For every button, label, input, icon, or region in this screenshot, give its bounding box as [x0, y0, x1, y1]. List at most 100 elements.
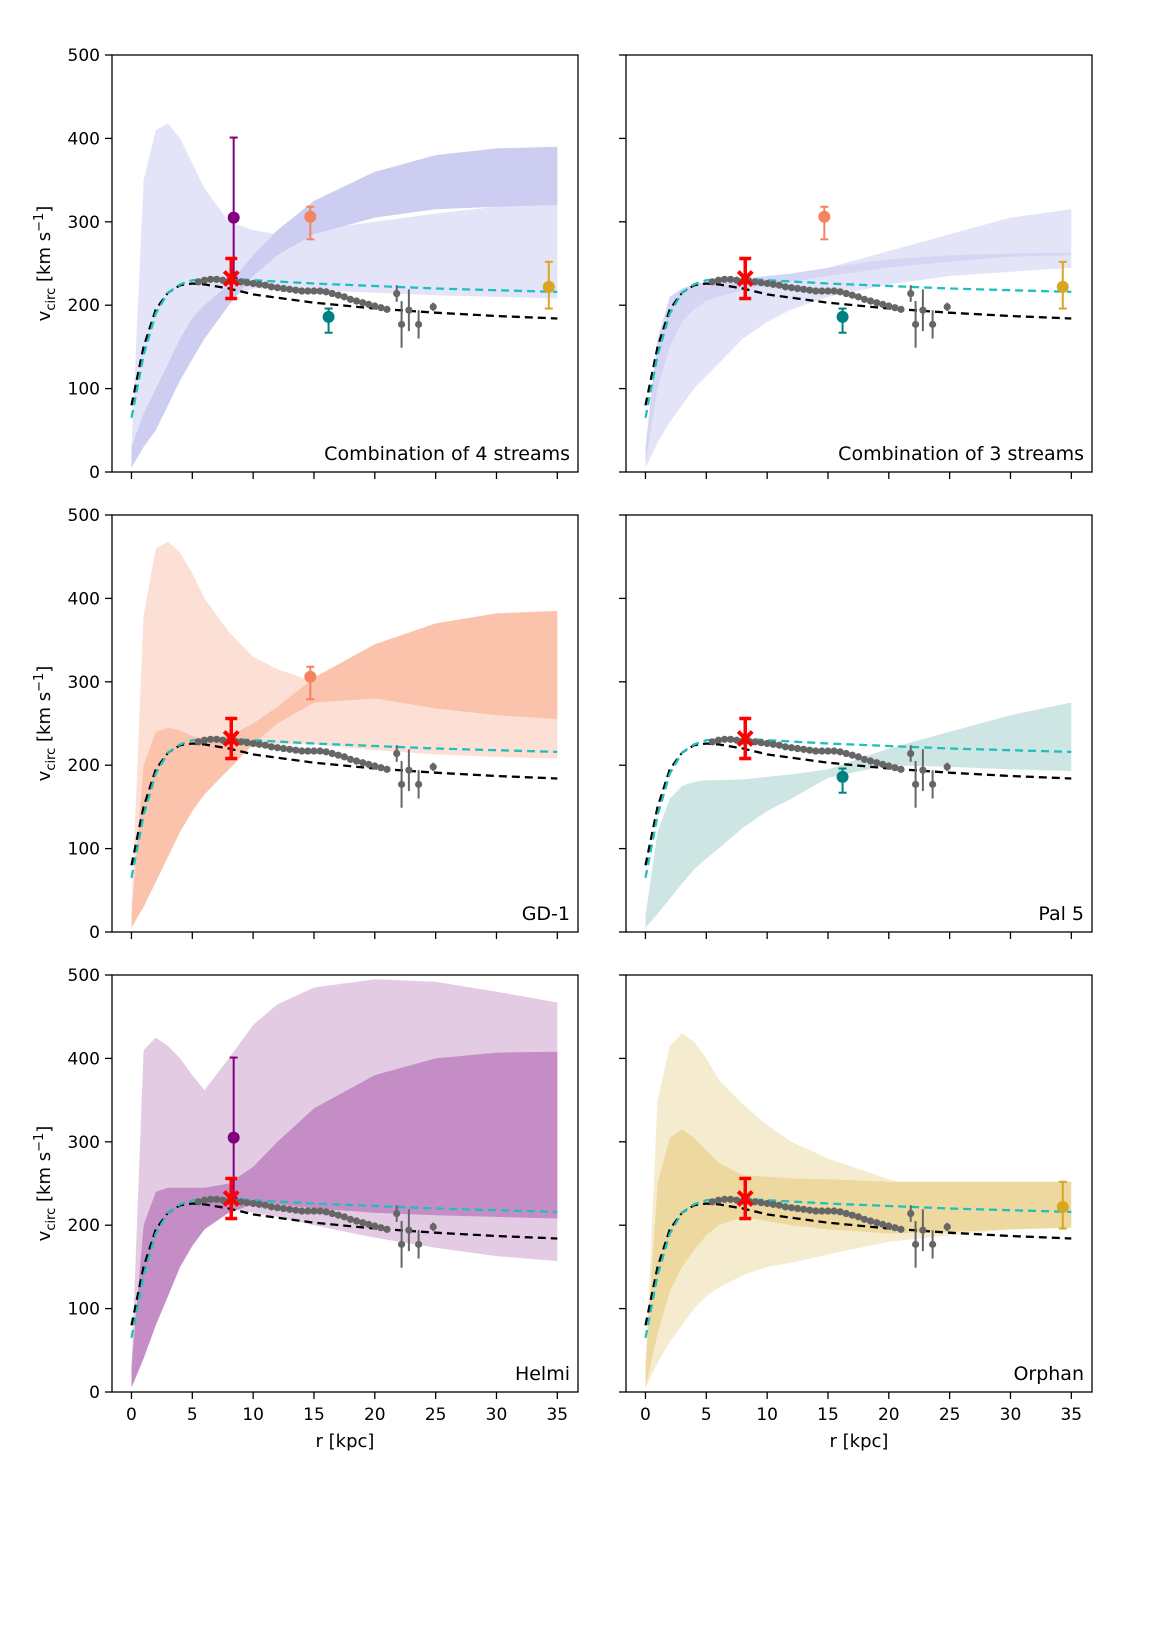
rc-point — [775, 741, 783, 749]
rc-point — [907, 289, 915, 298]
rc-point — [219, 736, 227, 744]
rc-point — [310, 747, 318, 755]
rc-point — [769, 1200, 777, 1208]
rc-point — [860, 1215, 869, 1223]
rc-point — [393, 289, 401, 298]
rc-point — [213, 275, 221, 283]
y-tick-label: 500 — [68, 966, 100, 986]
rc-point — [194, 738, 202, 746]
rc-point — [383, 305, 391, 313]
rc-point — [929, 1240, 937, 1248]
rc-point — [255, 280, 263, 288]
rc-point — [286, 285, 294, 293]
y-label-part: v — [34, 770, 55, 781]
y-label-part: [km s — [34, 692, 55, 748]
x-tick-label: 5 — [187, 1405, 198, 1425]
panel-label: GD-1 — [522, 903, 570, 925]
point — [227, 211, 240, 224]
rc-point — [286, 1205, 294, 1213]
rc-point — [763, 279, 771, 288]
x-tick-label: 30 — [486, 1405, 508, 1425]
rc-point — [793, 744, 802, 753]
rc-point — [346, 295, 355, 303]
y-label-part: ] — [34, 1126, 55, 1133]
rc-point — [885, 302, 893, 310]
rc-point — [273, 744, 282, 752]
band — [131, 1051, 558, 1388]
point — [304, 670, 317, 683]
rc-point — [346, 1215, 355, 1223]
rc-point — [943, 763, 951, 771]
rc-point — [334, 291, 342, 299]
rc-point — [879, 300, 887, 308]
rc-point — [943, 303, 951, 311]
rc-point — [757, 739, 765, 747]
rc-point — [897, 765, 905, 773]
rc-point — [720, 275, 729, 283]
model-curve — [130, 282, 558, 406]
y-label-part: ] — [34, 666, 55, 673]
rc-point — [292, 746, 300, 754]
rc-point — [806, 1206, 814, 1214]
rc-point — [873, 759, 881, 767]
rc-point — [891, 304, 899, 312]
x-axis-label: r [kpc] — [316, 1431, 375, 1452]
point — [1056, 280, 1069, 293]
y-tick-label: 500 — [68, 46, 100, 66]
y-axis-label: vcirc [km s−1] — [32, 666, 59, 782]
rc-point — [714, 1196, 723, 1204]
y-tick-label: 0 — [89, 1383, 100, 1403]
rc-point — [273, 284, 282, 292]
rc-point — [273, 1204, 282, 1212]
rc-point — [830, 1207, 838, 1215]
rc-point — [310, 1207, 318, 1215]
rc-point — [769, 740, 777, 748]
rc-point — [405, 306, 413, 314]
x-tick-label: 10 — [756, 1405, 778, 1425]
point — [836, 310, 849, 323]
rc-point — [720, 735, 729, 743]
rc-point — [911, 780, 920, 788]
x-tick-label: 35 — [546, 1405, 568, 1425]
rc-point — [415, 320, 423, 328]
y-tick-label: 300 — [68, 673, 100, 693]
rc-point — [352, 757, 361, 765]
rc-point — [848, 1211, 856, 1219]
rc-point — [929, 320, 937, 328]
y-tick-label: 0 — [89, 463, 100, 483]
rc-point — [267, 283, 275, 291]
rc-point — [405, 1226, 413, 1234]
y-axis-label: vcirc [km s−1] — [32, 1126, 59, 1242]
rc-point — [279, 1204, 288, 1213]
rc-point — [708, 738, 716, 746]
rc-point — [879, 1220, 887, 1228]
y-tick-label: 200 — [68, 1216, 100, 1236]
rc-point — [733, 1196, 741, 1204]
axes-frame — [625, 974, 1093, 1393]
model-curve — [130, 1202, 558, 1326]
rc-point — [249, 1199, 257, 1208]
rc-point — [854, 753, 862, 761]
point — [836, 770, 849, 783]
rc-point — [267, 743, 275, 751]
rc-point — [328, 289, 336, 298]
rc-point — [429, 1223, 437, 1231]
y-label-sup: −1 — [32, 1133, 47, 1152]
y-tick-label: 100 — [68, 840, 100, 860]
point — [818, 210, 831, 223]
rc-point — [800, 745, 808, 753]
y-label-part: [km s — [34, 1152, 55, 1208]
rc-point — [322, 288, 330, 296]
x-tick-label: 20 — [364, 1405, 386, 1425]
y-tick-label: 300 — [68, 1133, 100, 1153]
rc-point — [377, 1224, 385, 1232]
rc-point — [727, 735, 735, 743]
rc-point — [836, 748, 844, 756]
panel-label: Helmi — [515, 1363, 570, 1385]
rc-point — [261, 281, 269, 289]
rc-point — [393, 749, 401, 758]
y-label-sup: −1 — [32, 213, 47, 232]
y-label-part: ] — [34, 206, 55, 213]
panel-label: Orphan — [1013, 1363, 1084, 1385]
plot-area — [644, 205, 1072, 468]
